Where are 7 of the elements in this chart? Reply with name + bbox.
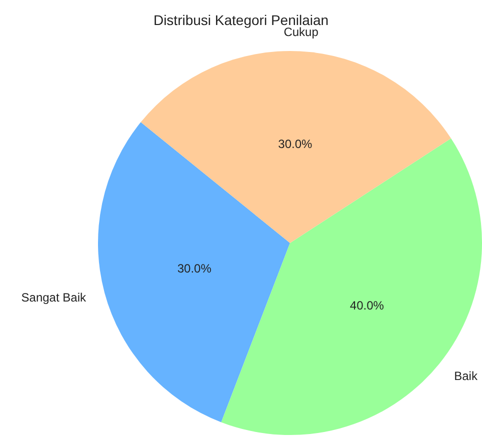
data-label: 40.0% — [350, 298, 384, 312]
slice-label: Sangat Baik — [21, 290, 87, 305]
slice-label: Cukup — [284, 25, 319, 40]
slice-label: Baik — [454, 368, 478, 383]
data-label: 30.0% — [278, 137, 313, 152]
data-label: 30.0% — [177, 262, 212, 276]
chart-title: Distribusi Kategori Penilaian — [153, 12, 329, 28]
